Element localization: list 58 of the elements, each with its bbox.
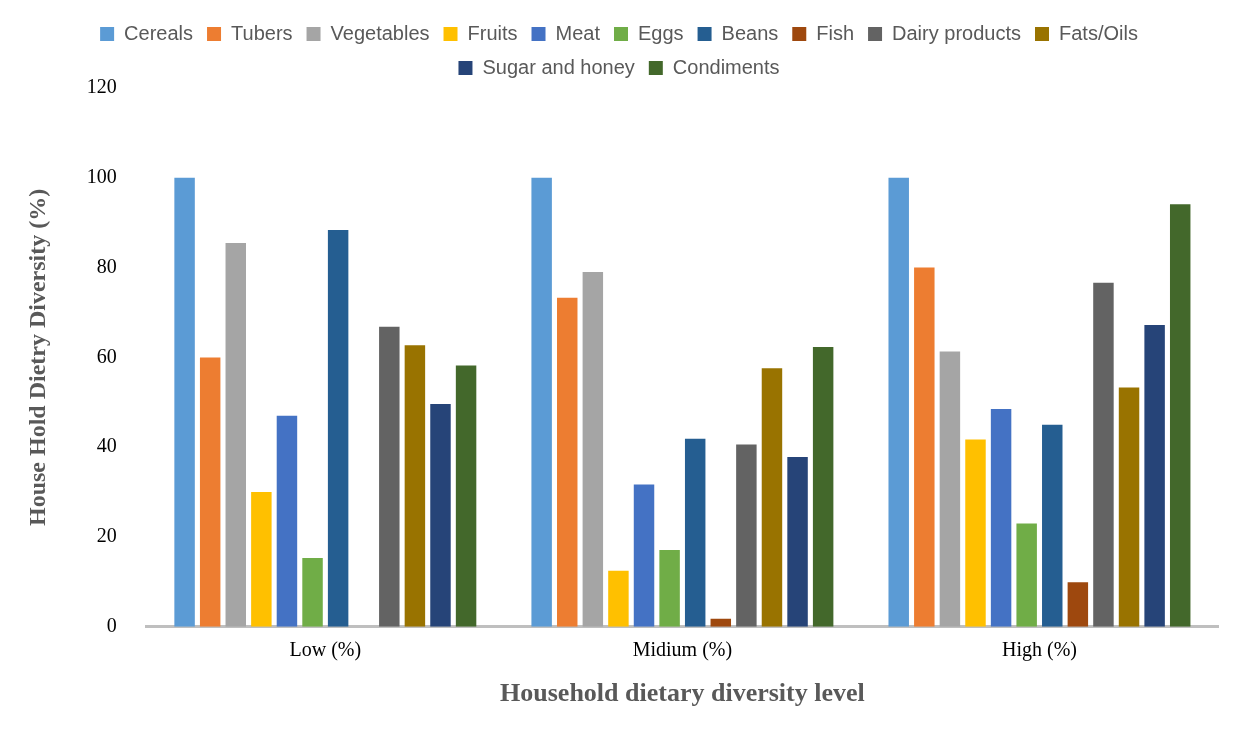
y-tick-label: 80: [96, 254, 117, 277]
bar: [251, 492, 272, 627]
bar: [965, 439, 986, 627]
legend-label: Fruits: [467, 21, 518, 44]
x-tick-label: Low (%): [289, 638, 362, 662]
legend-label: Tubers: [231, 21, 293, 44]
y-axis-title: House Hold Dietry Diversity (%): [23, 188, 50, 527]
bar: [888, 177, 909, 627]
bar: [633, 484, 655, 627]
legend-label: Condiments: [672, 55, 780, 78]
y-tick-label: 0: [106, 614, 117, 637]
legend-label: Beans: [721, 21, 779, 44]
bar: [404, 345, 426, 627]
bar: [327, 229, 349, 627]
y-tick-label: 40: [96, 434, 117, 457]
bar: [990, 409, 1012, 627]
bar: [1016, 523, 1037, 627]
bar: [225, 242, 247, 627]
y-tick-label: 100: [86, 165, 117, 188]
bar: [1169, 204, 1191, 627]
x-tick-label: Midium (%): [632, 638, 733, 662]
y-tick-label: 120: [86, 75, 117, 98]
legend-label: Vegetables: [330, 21, 430, 44]
bar: [939, 351, 961, 627]
bar: [1093, 282, 1114, 627]
bar: [582, 272, 604, 627]
legend-label: Meat: [555, 21, 601, 44]
legend-label: Sugar and honey: [482, 55, 635, 78]
legend-label: Fats/Oils: [1058, 21, 1138, 44]
bar: [684, 438, 706, 627]
bar: [1144, 325, 1165, 627]
bar: [531, 177, 552, 627]
bar: [761, 368, 783, 627]
bar: [199, 357, 221, 627]
bar: [557, 297, 578, 627]
bar: [1042, 424, 1063, 627]
y-tick-label: 60: [96, 344, 117, 367]
legend-label: Fish: [816, 21, 855, 44]
legend-label: Cereals: [124, 21, 194, 44]
bar: [659, 550, 680, 627]
bar: [302, 558, 323, 627]
bar: [430, 404, 451, 627]
y-tick-label: 20: [96, 524, 117, 547]
bar: [1118, 387, 1140, 627]
bar: [787, 457, 808, 627]
bar: [914, 267, 935, 627]
x-tick-label: High (%): [1001, 638, 1077, 662]
bar: [276, 415, 298, 627]
legend-label: Dairy products: [892, 21, 1021, 44]
x-axis-title: Household dietary diversity level: [500, 678, 865, 708]
bar: [736, 444, 757, 627]
bar: [455, 365, 477, 627]
bar: [1067, 582, 1089, 627]
bar: [379, 326, 400, 627]
legend-label: Eggs: [637, 21, 684, 44]
bar: [174, 177, 195, 627]
bar: [608, 570, 629, 627]
bar: [812, 347, 834, 627]
